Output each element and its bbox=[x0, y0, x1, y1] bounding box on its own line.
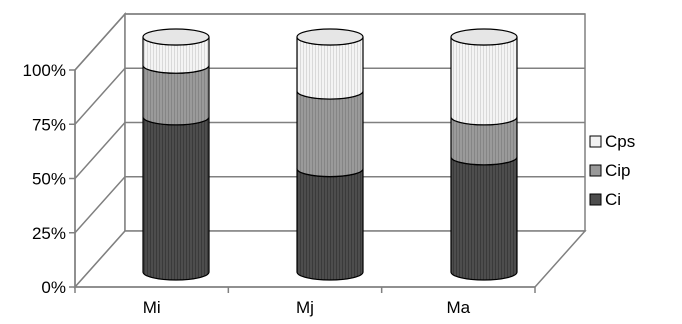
legend-label-cip: Cip bbox=[605, 161, 631, 180]
gridline bbox=[74, 67, 585, 125]
y-tick-label: 25% bbox=[32, 224, 66, 243]
bar-segment-ci bbox=[142, 116, 210, 281]
cylinder-ma bbox=[450, 28, 518, 281]
x-axis-ticks: Mi Mj Ma bbox=[74, 287, 536, 317]
legend-label-cps: Cps bbox=[605, 132, 635, 151]
x-category-label: Mi bbox=[143, 298, 161, 317]
bar-segment-cps bbox=[450, 36, 518, 126]
y-axis-ticks: 0% 25% 50% 75% 100% bbox=[23, 61, 75, 297]
bar-segment-cip bbox=[142, 65, 210, 126]
bar-segment-ci bbox=[296, 168, 364, 281]
x-category-label: Ma bbox=[447, 298, 471, 317]
legend-swatch-cps bbox=[589, 135, 602, 148]
legend-label-ci: Ci bbox=[605, 190, 621, 209]
legend-swatch-ci bbox=[589, 193, 602, 206]
gridlines bbox=[74, 13, 585, 234]
bar-segment-cip bbox=[296, 90, 364, 178]
legend-swatch-cip bbox=[589, 164, 602, 177]
gridline bbox=[74, 176, 585, 234]
legend: Cps Cip Ci bbox=[589, 132, 635, 209]
y-tick-label: 100% bbox=[23, 61, 66, 80]
x-category-label: Mj bbox=[296, 298, 314, 317]
y-tick-label: 75% bbox=[32, 115, 66, 134]
bar-segment-ci bbox=[450, 156, 518, 281]
gridline bbox=[74, 13, 585, 71]
cylinder-top-cap bbox=[450, 28, 518, 46]
bar-segment-cps bbox=[296, 36, 364, 100]
y-tick-label: 50% bbox=[32, 170, 66, 189]
bars bbox=[142, 28, 518, 281]
gridline bbox=[74, 121, 585, 179]
cylinder-top-cap bbox=[296, 28, 364, 46]
cylinder-top-cap bbox=[142, 28, 210, 46]
cylinder-mj bbox=[296, 28, 364, 281]
cylinder-mi bbox=[142, 28, 210, 281]
y-tick-label: 0% bbox=[41, 278, 66, 297]
